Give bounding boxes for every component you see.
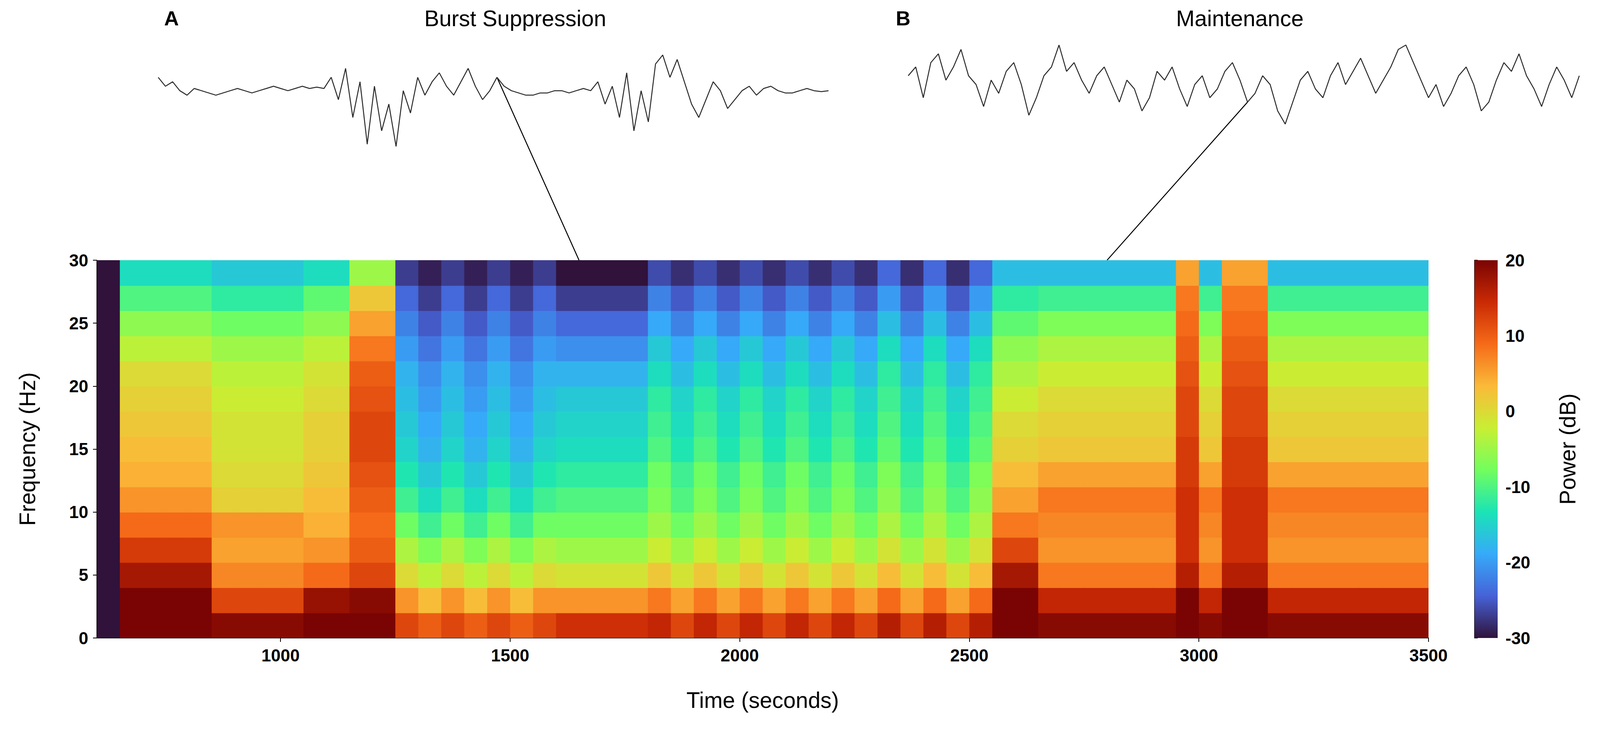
svg-text:3000: 3000 [1179,645,1218,665]
svg-text:A: A [164,7,179,30]
svg-text:-30: -30 [1505,628,1531,648]
svg-text:25: 25 [69,313,89,333]
svg-text:0: 0 [78,628,89,648]
svg-text:10: 10 [69,502,89,522]
svg-text:20: 20 [69,376,89,396]
svg-text:3500: 3500 [1409,645,1448,665]
svg-text:2000: 2000 [720,645,759,665]
svg-text:0: 0 [1505,401,1515,421]
svg-text:1000: 1000 [261,645,300,665]
svg-text:Power (dB): Power (dB) [1555,393,1581,505]
svg-text:5: 5 [78,565,89,585]
svg-text:B: B [895,7,911,30]
svg-text:2500: 2500 [950,645,989,665]
svg-text:10: 10 [1505,326,1525,346]
svg-text:-10: -10 [1505,477,1531,497]
svg-text:Time (seconds): Time (seconds) [686,687,840,713]
svg-text:-20: -20 [1505,552,1531,572]
svg-text:Maintenance: Maintenance [1176,5,1304,31]
svg-text:1500: 1500 [491,645,530,665]
svg-text:20: 20 [1505,250,1525,270]
svg-text:Burst Suppression: Burst Suppression [424,5,607,31]
svg-text:Frequency (Hz): Frequency (Hz) [14,372,40,526]
svg-text:30: 30 [69,250,89,270]
svg-text:15: 15 [69,439,89,459]
